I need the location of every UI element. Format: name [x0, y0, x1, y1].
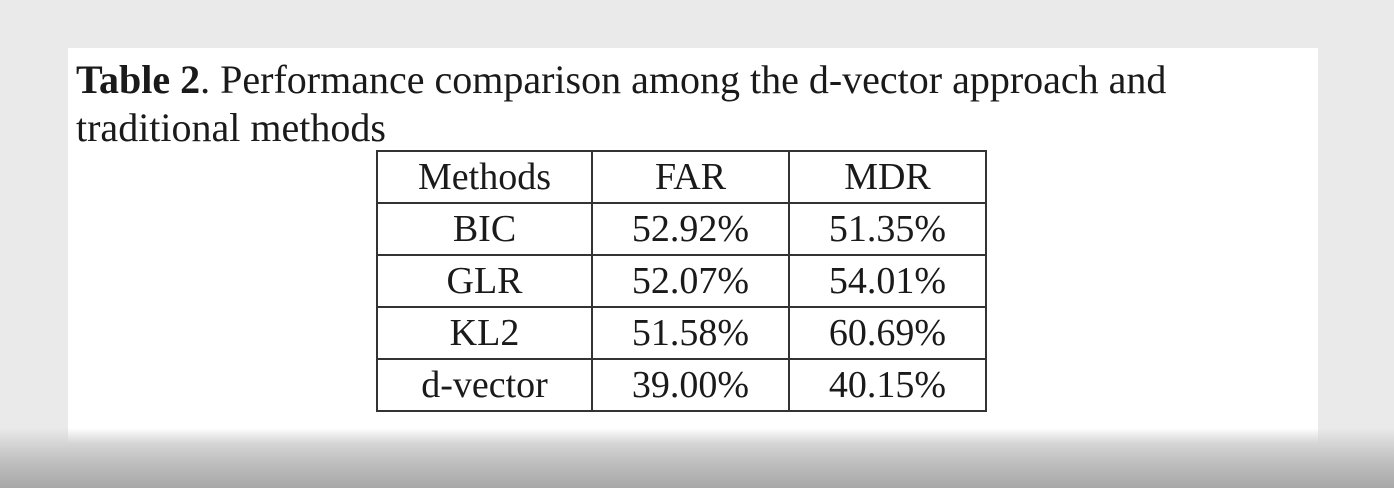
cell-mdr: 54.01% [788, 254, 987, 308]
cell-method: KL2 [376, 306, 593, 360]
table-row: BIC 52.92% 51.35% [376, 202, 987, 256]
header-far: FAR [591, 150, 790, 204]
cell-mdr: 60.69% [788, 306, 987, 360]
bottom-shadow [0, 428, 1394, 488]
header-mdr: MDR [788, 150, 987, 204]
cell-far: 52.92% [591, 202, 790, 256]
table-row: d-vector 39.00% 40.15% [376, 358, 987, 412]
cell-method: BIC [376, 202, 593, 256]
results-table: Methods FAR MDR BIC 52.92% 51.35% GLR 52… [376, 150, 987, 412]
cell-mdr: 40.15% [788, 358, 987, 412]
header-methods: Methods [376, 150, 593, 204]
caption-text: . Performance comparison among the d-vec… [76, 57, 1167, 150]
table-caption: Table 2. Performance comparison among th… [76, 56, 1306, 152]
cell-method: GLR [376, 254, 593, 308]
cell-far: 51.58% [591, 306, 790, 360]
cell-mdr: 51.35% [788, 202, 987, 256]
caption-label: Table 2 [76, 57, 201, 102]
cell-method: d-vector [376, 358, 593, 412]
table-row: KL2 51.58% 60.69% [376, 306, 987, 360]
table-row: GLR 52.07% 54.01% [376, 254, 987, 308]
cell-far: 52.07% [591, 254, 790, 308]
table-header-row: Methods FAR MDR [376, 150, 987, 204]
cell-far: 39.00% [591, 358, 790, 412]
